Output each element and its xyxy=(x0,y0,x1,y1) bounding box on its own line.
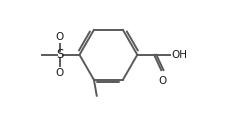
Text: O: O xyxy=(56,68,64,78)
Text: O: O xyxy=(157,76,165,86)
Text: S: S xyxy=(56,48,63,61)
Text: O: O xyxy=(56,32,64,42)
Text: OH: OH xyxy=(170,50,186,60)
